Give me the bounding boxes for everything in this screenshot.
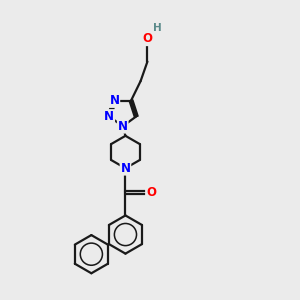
Text: N: N [121, 162, 130, 175]
Text: H: H [153, 23, 161, 33]
Text: N: N [110, 94, 119, 107]
Text: O: O [142, 32, 152, 45]
Text: N: N [104, 110, 114, 123]
Text: O: O [146, 186, 156, 199]
Text: N: N [118, 120, 128, 133]
